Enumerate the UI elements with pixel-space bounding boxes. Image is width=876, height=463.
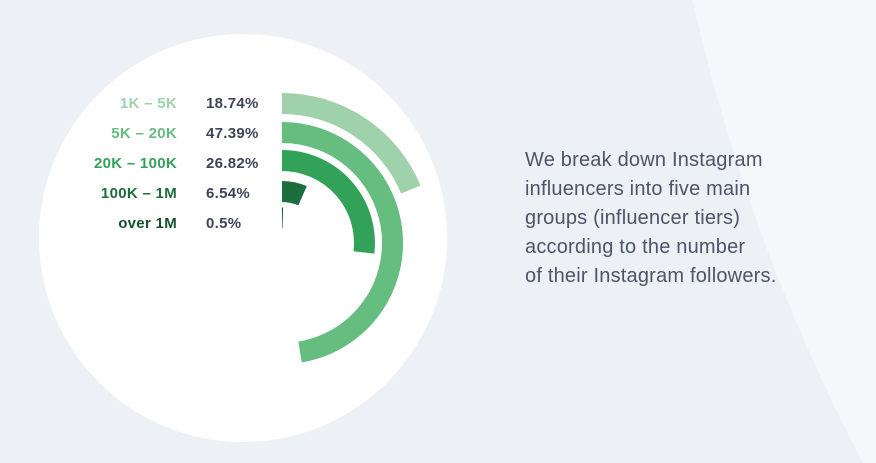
- legend-row-5k-20k: 5K – 20K 47.39%: [37, 118, 281, 148]
- arc-tier-3: [281, 150, 375, 254]
- tier-value: 0.5%: [206, 214, 242, 232]
- tier-value: 18.74%: [206, 94, 259, 112]
- legend-row-over-1m: over 1M 0.5%: [37, 208, 281, 238]
- description-paragraph: We break down Instagram influencers into…: [525, 149, 777, 287]
- tier-label: 100K – 1M: [100, 184, 177, 202]
- tier-value: 47.39%: [206, 124, 259, 142]
- tier-label: 20K – 100K: [93, 154, 177, 172]
- arc-tier-2: [281, 122, 404, 363]
- tier-legend: 1K – 5K 18.74% 5K – 20K 47.39% 20K – 100…: [37, 88, 281, 238]
- tier-value: 6.54%: [206, 184, 251, 202]
- tier-label: over 1M: [118, 214, 177, 232]
- tier-label: 1K – 5K: [119, 94, 177, 112]
- legend-row-20k-100k: 20K – 100K 26.82%: [37, 148, 281, 178]
- arc-tier-4: [281, 181, 307, 206]
- tier-value: 26.82%: [206, 154, 259, 172]
- legend-row-1k-5k: 1K – 5K 18.74%: [37, 88, 281, 118]
- radial-arcs: [281, 93, 421, 363]
- arc-tier-1: [281, 93, 421, 194]
- tier-label: 5K – 20K: [111, 124, 177, 142]
- legend-row-100k-1m: 100K – 1M 6.54%: [37, 178, 281, 208]
- chart-card-circle: [39, 34, 447, 442]
